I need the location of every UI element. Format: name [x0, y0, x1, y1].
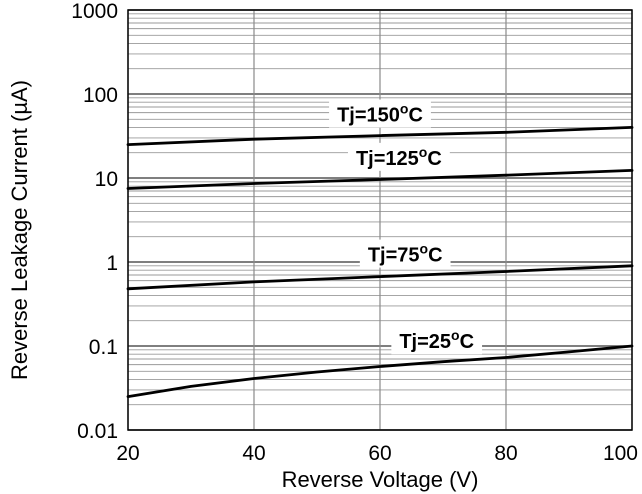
series-line-2 — [126, 264, 634, 291]
series-line-1 — [126, 168, 634, 190]
plot-frame — [127, 9, 633, 431]
tick-labels: 20 40 60 80 100 0.01 0.1 1 10 100 1000 — [71, 0, 638, 465]
series-label-background — [391, 326, 483, 355]
y-tick-label: 100 — [83, 84, 118, 107]
x-tick-label: 80 — [494, 442, 517, 465]
series-lines — [126, 126, 634, 399]
series-line-3 — [126, 344, 634, 399]
y-tick-label: 0.1 — [89, 336, 118, 359]
y-tick-label: 1 — [106, 252, 118, 275]
series-label-3: Tj=25oC — [399, 327, 474, 353]
y-tick-label: 10 — [95, 168, 118, 191]
y-axis-label: Reverse Leakage Current (µA) — [7, 80, 32, 380]
series-line-0 — [126, 126, 634, 147]
series-label-background — [347, 142, 450, 171]
y-tick-label: 1000 — [71, 0, 118, 23]
x-tick-label: 20 — [116, 442, 139, 465]
series-label-background — [359, 239, 451, 268]
series-label-0: Tj=150oC — [337, 101, 423, 127]
series-label-background — [329, 99, 431, 128]
x-tick-label: 40 — [242, 442, 265, 465]
y-tick-label: 0.01 — [77, 420, 118, 443]
series-label-2: Tj=75oC — [368, 241, 443, 267]
x-axis-label: Reverse Voltage (V) — [282, 467, 479, 492]
x-tick-label: 60 — [368, 442, 391, 465]
x-tick-label: 100 — [603, 442, 638, 465]
series-label-1: Tj=125oC — [356, 144, 442, 170]
series-labels: Tj=150oC Tj=125oC Tj=75oC Tj=25oC — [329, 99, 483, 355]
